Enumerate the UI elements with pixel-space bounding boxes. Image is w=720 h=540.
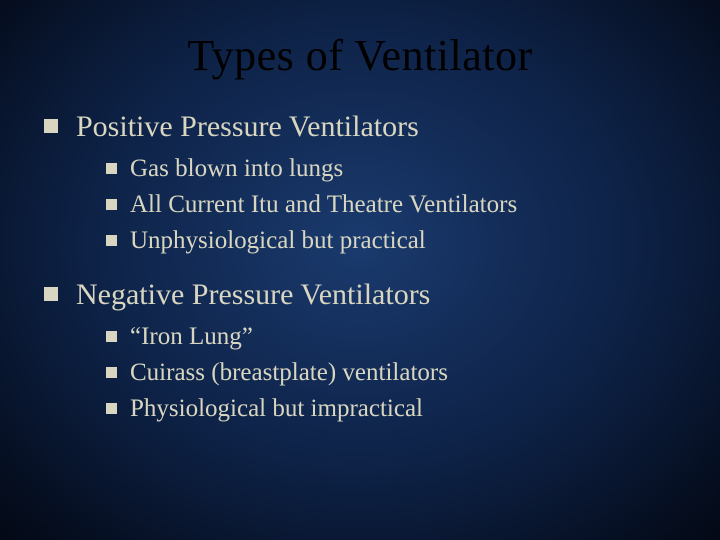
bullet-list-level2: “Iron Lung” Cuirass (breastplate) ventil… xyxy=(104,320,680,425)
list-item: Unphysiological but practical xyxy=(104,224,680,258)
list-item: “Iron Lung” xyxy=(104,320,680,354)
list-item-label: Positive Pressure Ventilators xyxy=(76,110,419,143)
list-item: Physiological but impractical xyxy=(104,392,680,426)
list-item: All Current Itu and Theatre Ventilators xyxy=(104,188,680,222)
list-item-label: All Current Itu and Theatre Ventilators xyxy=(130,191,517,218)
bullet-list-level1: Positive Pressure Ventilators Gas blown … xyxy=(40,107,680,426)
list-item: Cuirass (breastplate) ventilators xyxy=(104,356,680,390)
list-item-label: Unphysiological but practical xyxy=(130,227,426,254)
slide-container: Types of Ventilator Positive Pressure Ve… xyxy=(0,0,720,540)
list-item-label: Cuirass (breastplate) ventilators xyxy=(130,359,448,386)
list-item: Gas blown into lungs xyxy=(104,152,680,186)
list-item-label: Physiological but impractical xyxy=(130,395,423,422)
list-item-label: Gas blown into lungs xyxy=(130,155,343,182)
slide-title: Types of Ventilator xyxy=(40,30,680,81)
list-item-label: Negative Pressure Ventilators xyxy=(76,278,430,311)
bullet-list-level2: Gas blown into lungs All Current Itu and… xyxy=(104,152,680,257)
list-item-label: “Iron Lung” xyxy=(130,323,253,350)
list-item: Positive Pressure Ventilators Gas blown … xyxy=(40,107,680,257)
list-item: Negative Pressure Ventilators “Iron Lung… xyxy=(40,275,680,425)
